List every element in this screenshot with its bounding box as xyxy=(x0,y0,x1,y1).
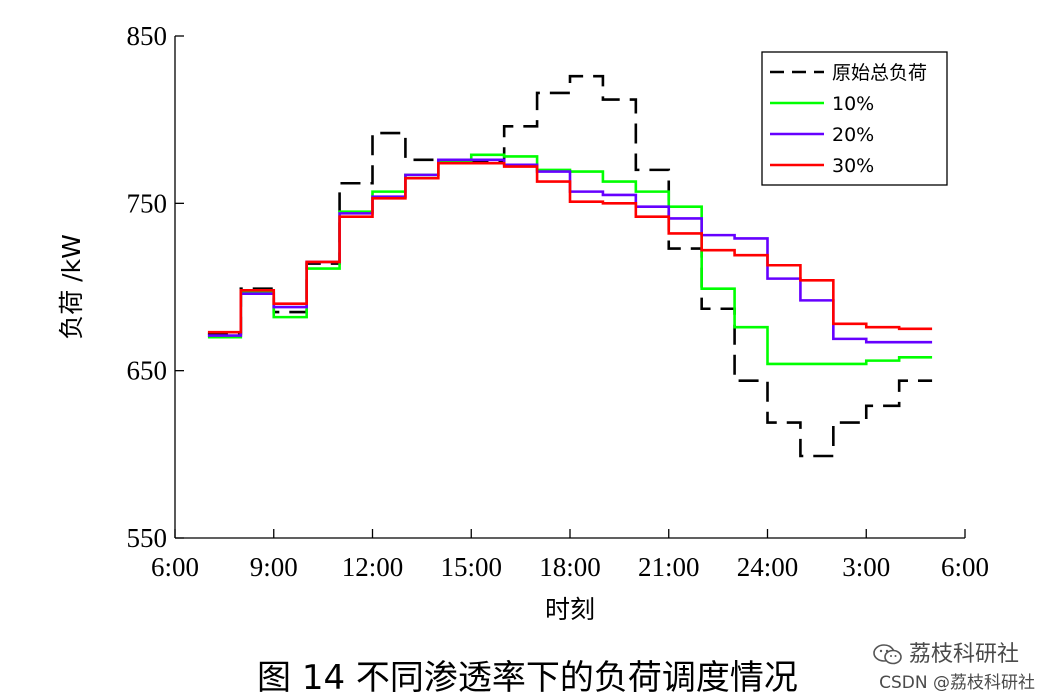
x-tick-label: 12:00 xyxy=(342,552,404,582)
wechat-icon xyxy=(873,644,902,665)
legend-label-3: 30% xyxy=(832,155,874,177)
x-axis-title: 时刻 xyxy=(545,595,595,624)
series-line-3 xyxy=(207,161,933,334)
y-tick-label: 850 xyxy=(127,21,168,51)
series-layer xyxy=(207,74,933,458)
x-tick-label: 18:00 xyxy=(539,552,601,582)
watermark-brand: 荔枝科研社 xyxy=(873,636,1019,668)
x-tick-label: 15:00 xyxy=(440,552,502,582)
y-tick-label: 650 xyxy=(127,356,168,386)
y-axis-title: 负荷 /kW xyxy=(57,234,86,340)
legend-box xyxy=(761,51,948,186)
x-tick-label: 6:00 xyxy=(941,552,989,582)
load-dispatch-chart: 550 650 750 850 6:00 9:00 12:00 15:00 18:00 21:00… xyxy=(57,21,989,624)
legend-label-2: 20% xyxy=(832,124,874,146)
x-tick-label: 6:00 xyxy=(151,552,199,582)
y-tick-label: 750 xyxy=(127,188,168,218)
x-tick-label: 3:00 xyxy=(842,552,890,582)
series-line-0 xyxy=(207,74,933,458)
legend-label-1: 10% xyxy=(832,93,874,115)
series-line-1 xyxy=(207,153,933,366)
x-tick-label: 9:00 xyxy=(250,552,298,582)
x-tick-label: 24:00 xyxy=(737,552,799,582)
chart-axes: 550 650 750 850 6:00 9:00 12:00 15:00 18:00 21:00… xyxy=(57,21,989,624)
watermark-csdn: CSDN @荔枝科研社 xyxy=(879,673,1035,693)
y-tick-label: 550 xyxy=(127,523,168,553)
chart-legend: 原始总负荷 10% 20% 30% xyxy=(761,51,948,186)
legend-label-0: 原始总负荷 xyxy=(832,62,927,84)
watermark-brand-text: 荔枝科研社 xyxy=(908,642,1019,667)
figure-caption: 图 14 不同渗透率下的负荷调度情况 xyxy=(257,658,798,698)
x-tick-label: 21:00 xyxy=(638,552,700,582)
